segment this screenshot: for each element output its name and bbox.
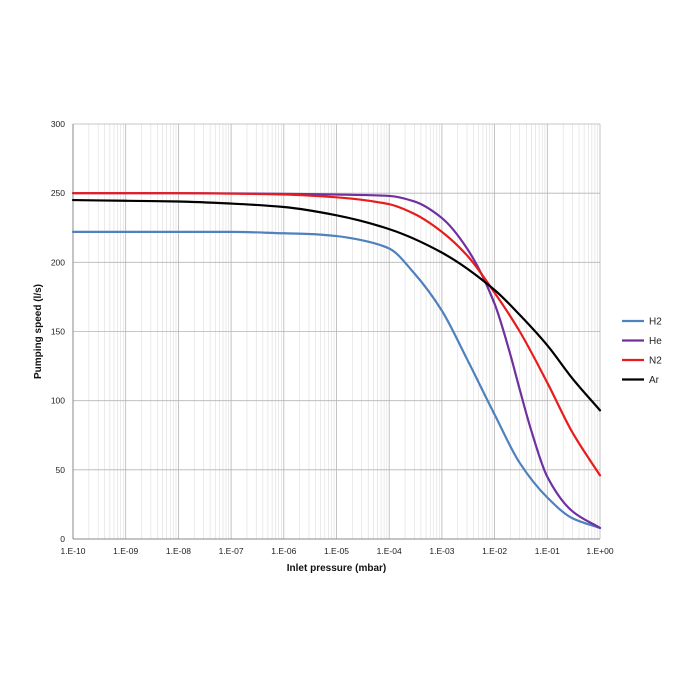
legend-label-n2: N2 (649, 356, 662, 367)
x-tick-label: 1.E-03 (429, 546, 454, 556)
x-tick-labels: 1.E-10 1.E-09 1.E-08 1.E-07 1.E-06 1.E-05 1.E-… (60, 546, 613, 556)
x-tick-label: 1.E-08 (166, 546, 191, 556)
y-axis-title: Pumping speed (l/s) (33, 284, 44, 379)
x-tick-label: 1.E-09 (113, 546, 138, 556)
legend-label-he: He (649, 336, 662, 347)
y-tick-label: 300 (51, 119, 65, 129)
legend: H2 He N2 Ar (622, 317, 662, 386)
x-tick-label: 1.E-07 (219, 546, 244, 556)
y-tick-label: 250 (51, 188, 65, 198)
x-tick-label: 1.E-02 (482, 546, 507, 556)
x-tick-label: 1.E+00 (586, 546, 613, 556)
legend-label-ar: Ar (649, 375, 660, 386)
x-tick-label: 1.E-06 (271, 546, 296, 556)
series-line-n2 (71, 192, 602, 477)
x-axis-title: Inlet pressure (mbar) (287, 563, 386, 574)
series-line-h2 (71, 230, 602, 530)
y-tick-label: 50 (56, 465, 66, 475)
y-tick-label: 0 (60, 534, 65, 544)
y-tick-label: 200 (51, 257, 65, 267)
x-tick-label: 1.E-10 (60, 546, 85, 556)
series-line-ar (71, 198, 602, 412)
legend-label-h2: H2 (649, 317, 662, 328)
y-tick-label: 150 (51, 327, 65, 337)
x-tick-label: 1.E-05 (324, 546, 349, 556)
x-tick-label: 1.E-01 (535, 546, 560, 556)
series-lines (71, 192, 602, 530)
y-tick-label: 100 (51, 396, 65, 406)
x-tick-label: 1.E-04 (377, 546, 402, 556)
y-tick-labels: 0 50 100 150 200 250 300 (51, 119, 65, 544)
